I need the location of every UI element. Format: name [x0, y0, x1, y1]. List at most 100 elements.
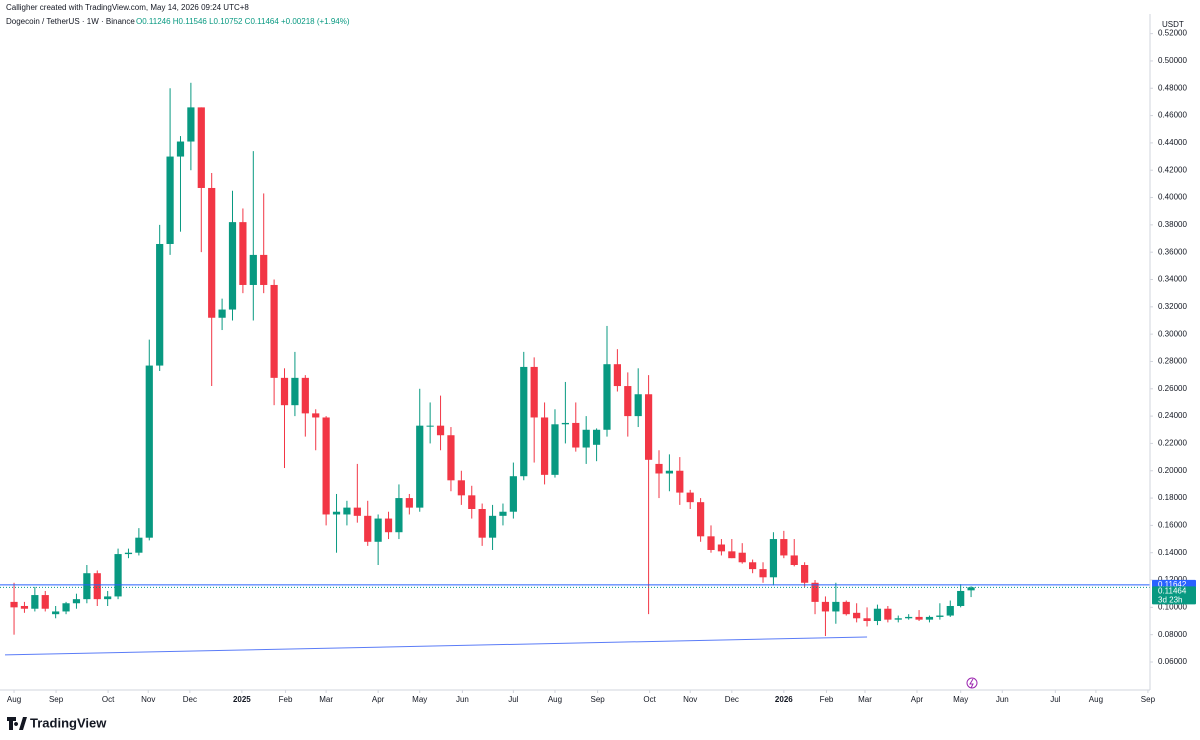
y-tick-label: 0.46000 [1158, 111, 1187, 120]
x-tick-label: Jul [1050, 695, 1060, 704]
candle-body [644, 394, 653, 460]
candle-body [697, 502, 705, 537]
y-tick-label: 0.52000 [1158, 29, 1187, 38]
candle-body [613, 364, 621, 387]
price-label-box [1152, 586, 1196, 605]
candle-body [905, 616, 913, 619]
candle-body [332, 511, 341, 515]
y-tick-label: 0.38000 [1158, 220, 1187, 229]
candle-body [93, 573, 101, 600]
x-tick-label: Oct [102, 695, 115, 704]
candle-body [582, 429, 590, 448]
candle-body [114, 554, 122, 597]
candle-body [104, 596, 112, 600]
candle-body [540, 417, 549, 475]
candle-body [832, 601, 840, 612]
candle-body [665, 470, 674, 474]
candle-body [894, 618, 902, 620]
candle-body [936, 615, 944, 617]
candle-body [322, 417, 330, 515]
y-tick-label: 0.28000 [1158, 357, 1187, 366]
candle-body [166, 156, 174, 244]
candle-body [62, 603, 70, 612]
candle-body [520, 366, 528, 477]
x-tick-label: Sep [1141, 695, 1156, 704]
candle-body [291, 377, 299, 406]
trend-line [4, 636, 868, 656]
y-tick-label: 0.50000 [1158, 56, 1187, 65]
candle-body [374, 518, 382, 542]
price-label: 0.11642 [1158, 580, 1187, 589]
y-tick-label: 0.34000 [1158, 275, 1187, 284]
candle-body [364, 515, 372, 542]
x-tick-label: Oct [643, 695, 656, 704]
price-countdown: 3d 23h [1158, 595, 1182, 604]
y-tick-label: 0.40000 [1158, 193, 1187, 202]
candle-body [488, 515, 497, 538]
candle-body [634, 394, 642, 417]
candle-body [145, 365, 153, 538]
candle-body [769, 539, 778, 578]
candle-body [20, 605, 29, 609]
candle-body [790, 555, 798, 566]
candle-body [499, 511, 507, 516]
y-tick-label: 0.26000 [1158, 384, 1187, 393]
y-tick-label: 0.08000 [1158, 630, 1187, 639]
logo-icon [7, 717, 27, 730]
plot-area [0, 82, 1150, 656]
candle-body [603, 364, 611, 430]
x-tick-label: Dec [725, 695, 739, 704]
candle-body [156, 243, 164, 366]
candle-body [728, 551, 736, 559]
candle-body [561, 422, 569, 425]
x-tick-label: May [412, 695, 427, 704]
x-tick-label: Apr [911, 695, 924, 704]
candle-body [884, 608, 892, 620]
candle-body [249, 254, 257, 285]
y-tick-label: 0.12000 [1158, 575, 1187, 584]
x-tick-label: Mar [858, 695, 872, 704]
candle-body [239, 222, 247, 285]
ohlc-legend: O0.11246 H0.11546 L0.10752 C0.11464 +0.0… [136, 17, 350, 26]
candle-body [967, 587, 975, 591]
candle-body [405, 498, 413, 508]
x-tick-label: Aug [7, 695, 21, 704]
y-tick-label: 0.42000 [1158, 165, 1187, 174]
candle-body [572, 422, 580, 448]
candle-body [197, 107, 205, 188]
candle-body [749, 562, 757, 570]
candle-body [624, 386, 632, 417]
y-tick-label: 0.24000 [1158, 411, 1187, 420]
candle-body [52, 611, 60, 615]
event-icon[interactable] [966, 677, 978, 689]
x-tick-label: Sep [49, 695, 64, 704]
x-tick-label: Aug [548, 695, 562, 704]
x-tick-label: 2026 [775, 695, 793, 704]
candle-body [426, 425, 434, 427]
x-tick-label: 2025 [233, 695, 251, 704]
x-tick-label: Dec [183, 695, 197, 704]
x-tick-label: Jul [508, 695, 518, 704]
candle-body [416, 425, 424, 508]
candle-body [187, 107, 195, 142]
currency: USDT [1162, 20, 1184, 29]
candle-body [821, 601, 830, 612]
candle-body [592, 429, 601, 445]
x-tick-label: Nov [141, 695, 155, 704]
candle-body [228, 222, 237, 310]
candle-body [395, 498, 403, 533]
logo: TradingView [7, 715, 107, 730]
candle-body [270, 284, 278, 378]
candle-body [72, 599, 81, 604]
symbol: Dogecoin / TetherUS · 1W · Binance [6, 17, 135, 26]
candle-body [312, 413, 320, 418]
candle-body [915, 616, 923, 620]
candle-body [176, 141, 185, 157]
candle-body [124, 552, 133, 555]
x-tick-label: Apr [372, 695, 385, 704]
candle-body [384, 518, 393, 533]
candle-body [468, 495, 476, 509]
candle-body [353, 507, 361, 516]
